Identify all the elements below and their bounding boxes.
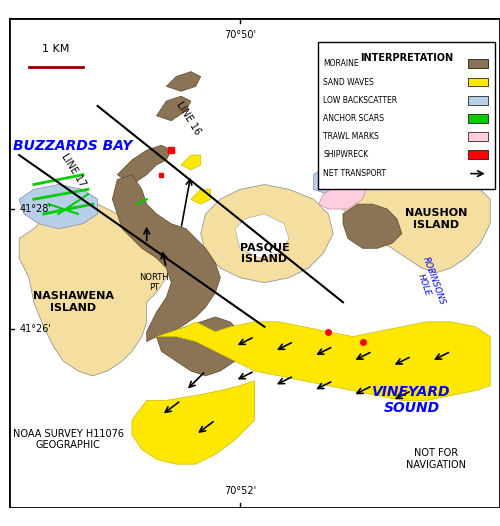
Text: 41°26': 41°26' [19, 324, 51, 334]
Text: VINEYARD
SOUND: VINEYARD SOUND [372, 385, 451, 416]
Text: 1 KM: 1 KM [42, 45, 70, 55]
Polygon shape [343, 204, 402, 248]
Polygon shape [156, 322, 490, 400]
Polygon shape [314, 160, 353, 194]
Text: LINE 16: LINE 16 [174, 100, 203, 137]
Text: 70°52': 70°52' [224, 486, 256, 496]
Bar [318, 42, 495, 189]
Polygon shape [200, 185, 333, 282]
Text: NORTH
PT: NORTH PT [140, 273, 169, 292]
Text: INTERPRETATION: INTERPRETATION [360, 53, 454, 63]
Polygon shape [235, 214, 289, 258]
Bar [468, 114, 487, 123]
Polygon shape [118, 145, 171, 185]
Bar [468, 96, 487, 105]
Text: NOAA SURVEY H11076
GEOGRAPHIC: NOAA SURVEY H11076 GEOGRAPHIC [12, 429, 124, 450]
Polygon shape [19, 204, 171, 376]
Text: SHIPWRECK: SHIPWRECK [324, 150, 368, 159]
Text: MORAINE: MORAINE [324, 59, 359, 68]
Text: NAUSHON
ISLAND: NAUSHON ISLAND [405, 208, 468, 230]
Text: BUZZARDS BAY: BUZZARDS BAY [14, 139, 133, 153]
Polygon shape [318, 179, 368, 209]
Polygon shape [19, 185, 98, 229]
Text: NET TRANSPORT: NET TRANSPORT [324, 169, 386, 178]
Text: LOW BACKSCATTER: LOW BACKSCATTER [324, 96, 398, 105]
Text: ROBINSONS
HOLE: ROBINSONS HOLE [411, 256, 446, 310]
Polygon shape [156, 317, 245, 376]
Bar [468, 59, 487, 68]
Text: SAND WAVES: SAND WAVES [324, 77, 374, 86]
Polygon shape [112, 175, 220, 341]
Text: NOT FOR
NAVIGATION: NOT FOR NAVIGATION [406, 449, 466, 470]
Polygon shape [333, 155, 490, 273]
Text: TRAWL MARKS: TRAWL MARKS [324, 132, 379, 141]
Text: NASHAWENA
ISLAND: NASHAWENA ISLAND [32, 291, 114, 313]
Polygon shape [181, 155, 201, 170]
Text: ANCHOR SCARS: ANCHOR SCARS [324, 114, 384, 123]
Text: 70°50': 70°50' [224, 30, 256, 40]
Bar [468, 78, 487, 86]
Polygon shape [191, 189, 210, 204]
Text: 41°28': 41°28' [19, 204, 51, 214]
Bar [468, 150, 487, 159]
Text: LINE 17: LINE 17 [59, 151, 87, 188]
Polygon shape [132, 381, 254, 464]
Text: PASQUE
ISLAND: PASQUE ISLAND [240, 242, 290, 264]
Bar [468, 132, 487, 141]
Polygon shape [166, 72, 200, 91]
Polygon shape [156, 96, 191, 120]
